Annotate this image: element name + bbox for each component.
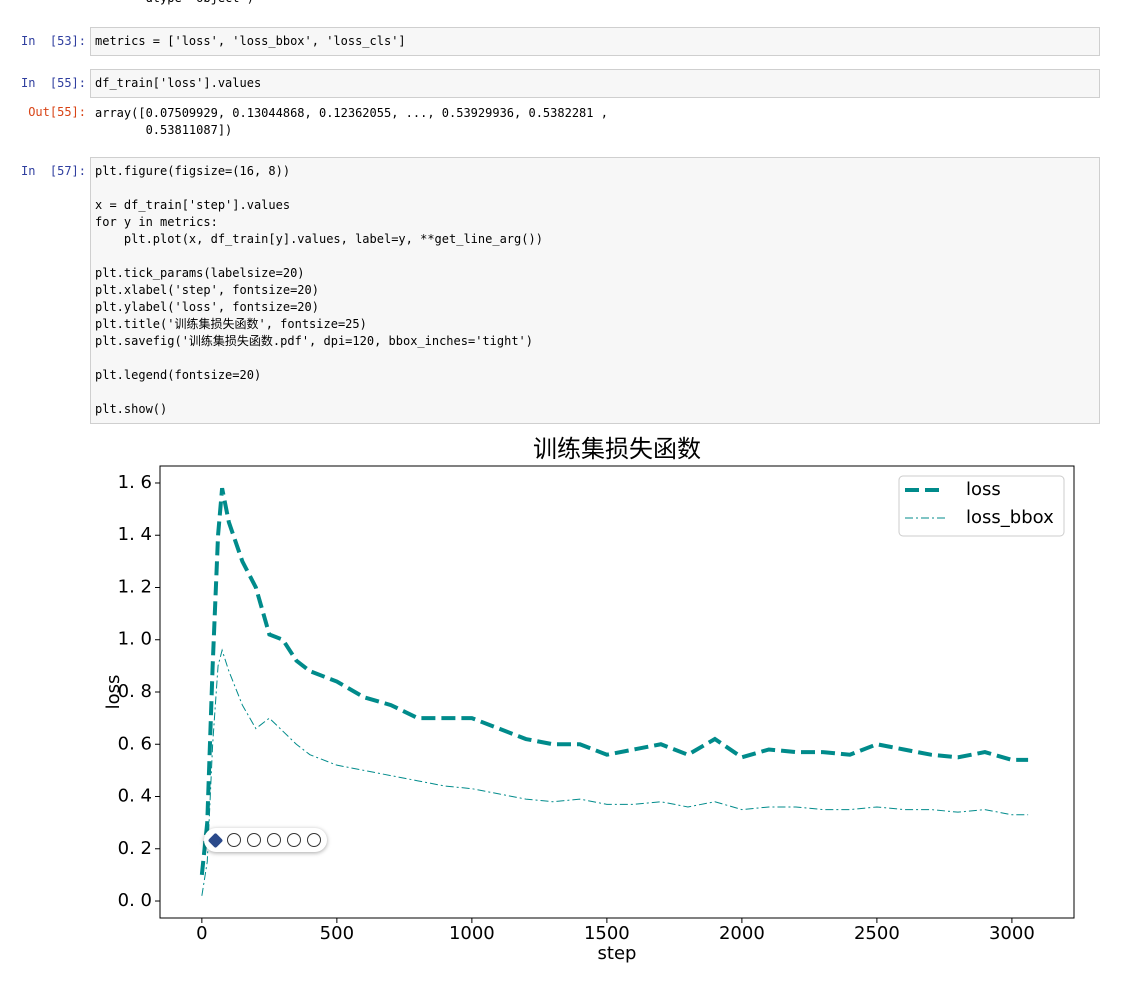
y-tick-label: 0. 4: [118, 786, 152, 807]
legend-label: loss_bbox: [966, 507, 1054, 528]
blank-line: [95, 350, 1095, 367]
plot-frame: [159, 465, 1075, 919]
x-tick-label: 2000: [719, 923, 765, 944]
blank-line: [95, 248, 1095, 265]
output-text: dtype='object'): [95, 0, 254, 7]
code-line: plt.xlabel('step', fontsize=20): [95, 283, 319, 297]
legend-box: [898, 475, 1065, 537]
code-line: plt.ylabel('loss', fontsize=20): [95, 300, 319, 314]
output-prompt: Out[55]:: [28, 105, 86, 119]
code-line: plt.tick_params(labelsize=20): [95, 266, 305, 280]
blank-line: [95, 384, 1095, 401]
output-text: array([0.07509929, 0.13044868, 0.1236205…: [95, 105, 608, 139]
x-tick-label: 1000: [449, 923, 495, 944]
output-line: array([0.07509929, 0.13044868, 0.1236205…: [95, 106, 608, 120]
code-line: plt.legend(fontsize=20): [95, 368, 262, 382]
input-prompt: In [53]:: [20, 34, 86, 48]
code-line: plt.title('训练集损失函数', fontsize=25): [95, 317, 367, 331]
y-tick-label: 0. 8: [118, 681, 152, 702]
x-tick-label: 2500: [854, 923, 900, 944]
x-tick-label: 500: [320, 923, 354, 944]
y-tick-label: 1. 2: [118, 576, 152, 597]
y-tick-label: 0. 0: [118, 890, 152, 911]
blank-line: [95, 180, 1095, 197]
code-line: plt.show(): [95, 402, 168, 416]
chart-title: 训练集损失函数: [533, 435, 701, 463]
x-axis-label: step: [598, 943, 637, 964]
y-tick-label: 1. 0: [118, 629, 152, 650]
y-tick-label: 1. 4: [118, 524, 152, 545]
code-line: for y in metrics:: [95, 215, 218, 229]
chart: 训练集损失函数 step loss 0 500 1000 1500 2000 2500 30…: [103, 435, 1075, 964]
y-tick-label: 1. 6: [118, 472, 152, 493]
code-line: x = df_train['step'].values: [95, 198, 291, 212]
x-tick-label: 1500: [584, 923, 630, 944]
y-tick-label: 0. 6: [118, 733, 152, 754]
code-line: plt.savefig('训练集损失函数.pdf', dpi=120, bbox…: [95, 334, 534, 348]
x-tick-label: 3000: [989, 923, 1035, 944]
legend-label: loss: [966, 479, 1001, 500]
series-line: [201, 648, 1029, 896]
input-prompt: In [57]:: [20, 164, 86, 178]
x-tick-label: 0: [196, 923, 207, 944]
code-cell: df_train['loss'].values: [90, 69, 1100, 98]
cell-toolbar[interactable]: [204, 828, 327, 852]
series-line: [199, 487, 1029, 876]
input-prompt: In [55]:: [20, 76, 86, 90]
code-line: plt.figure(figsize=(16, 8)): [95, 164, 291, 178]
y-axis-label: loss: [103, 675, 124, 710]
code-line: df_train['loss'].values: [95, 76, 262, 90]
code-cell: plt.figure(figsize=(16, 8)) x = df_train[…: [90, 157, 1100, 424]
code-cell: metrics = ['loss', 'loss_bbox', 'loss_cl…: [90, 27, 1100, 56]
code-line: metrics = ['loss', 'loss_bbox', 'loss_cl…: [95, 34, 406, 48]
code-line: plt.plot(x, df_train[y].values, label=y,…: [95, 232, 543, 246]
output-line: 0.53811087]): [95, 123, 233, 137]
y-tick-label: 0. 2: [118, 838, 152, 859]
